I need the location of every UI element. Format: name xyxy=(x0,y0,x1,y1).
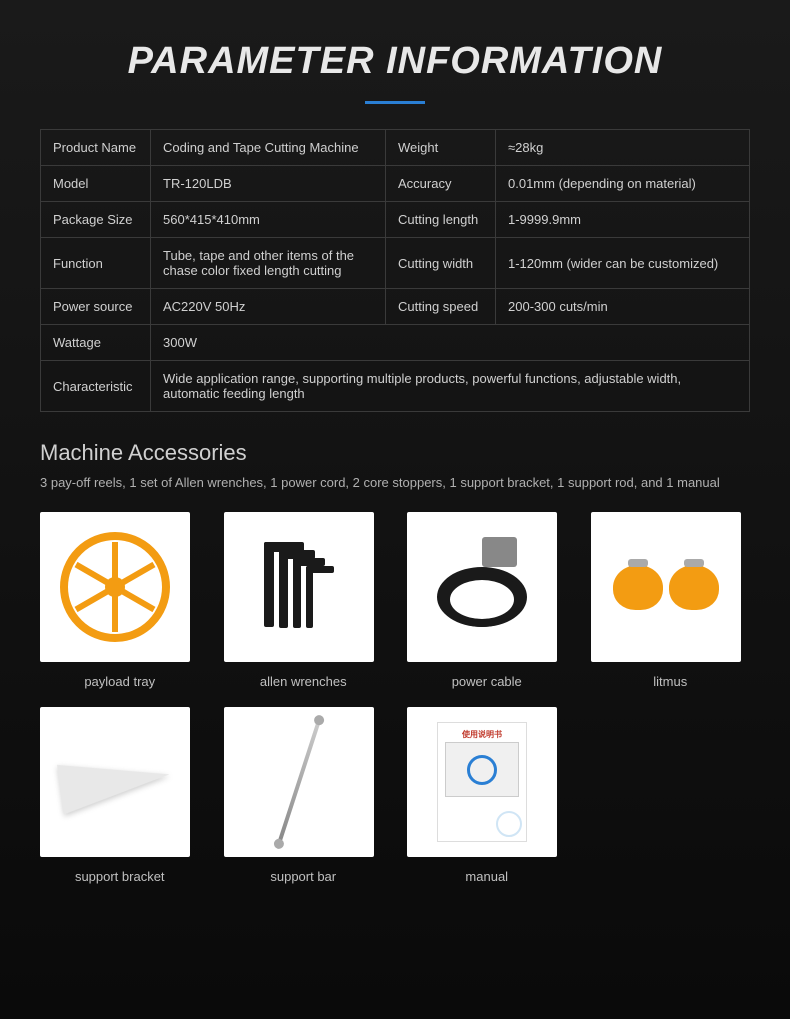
cell-value: TR-120LDB xyxy=(151,166,386,202)
cell-value: 560*415*410mm xyxy=(151,202,386,238)
cell-label: Cutting length xyxy=(386,202,496,238)
title-underline xyxy=(365,101,425,104)
cell-label: Wattage xyxy=(41,325,151,361)
table-row: Characteristic Wide application range, s… xyxy=(41,361,750,412)
support-bar-icon xyxy=(224,707,374,857)
accessory-item: allen wrenches xyxy=(224,512,384,689)
cell-label: Product Name xyxy=(41,130,151,166)
accessory-item: 使用说明书 manual xyxy=(407,707,567,884)
parameter-table: Product Name Coding and Tape Cutting Mac… xyxy=(40,129,750,412)
cell-label: Characteristic xyxy=(41,361,151,412)
table-row: Model TR-120LDB Accuracy 0.01mm (dependi… xyxy=(41,166,750,202)
cell-value: ≈28kg xyxy=(496,130,750,166)
table-row: Wattage 300W xyxy=(41,325,750,361)
table-row: Power source AC220V 50Hz Cutting speed 2… xyxy=(41,289,750,325)
cell-label: Weight xyxy=(386,130,496,166)
cell-value: 300W xyxy=(151,325,750,361)
cell-value: 1-9999.9mm xyxy=(496,202,750,238)
cell-label: Cutting speed xyxy=(386,289,496,325)
accessory-caption: support bracket xyxy=(40,869,200,884)
accessory-item: power cable xyxy=(407,512,567,689)
cell-label: Model xyxy=(41,166,151,202)
manual-icon: 使用说明书 xyxy=(407,707,557,857)
support-bracket-icon xyxy=(40,707,190,857)
cell-label: Function xyxy=(41,238,151,289)
accessory-caption: power cable xyxy=(407,674,567,689)
table-row: Product Name Coding and Tape Cutting Mac… xyxy=(41,130,750,166)
cell-value: Coding and Tape Cutting Machine xyxy=(151,130,386,166)
accessories-title: Machine Accessories xyxy=(40,440,750,466)
accessories-desc: 3 pay-off reels, 1 set of Allen wrenches… xyxy=(40,474,750,492)
cell-label: Cutting width xyxy=(386,238,496,289)
cell-value: Tube, tape and other items of the chase … xyxy=(151,238,386,289)
accessory-item: support bracket xyxy=(40,707,200,884)
cell-value: 200-300 cuts/min xyxy=(496,289,750,325)
cell-label: Package Size xyxy=(41,202,151,238)
accessory-caption: allen wrenches xyxy=(224,674,384,689)
accessories-grid: payload tray allen wrenches pow xyxy=(40,512,750,884)
accessory-caption: payload tray xyxy=(40,674,200,689)
cell-value: 1-120mm (wider can be customized) xyxy=(496,238,750,289)
table-row: Function Tube, tape and other items of t… xyxy=(41,238,750,289)
page-title: PARAMETER INFORMATION xyxy=(40,40,750,83)
cell-value: Wide application range, supporting multi… xyxy=(151,361,750,412)
manual-label: 使用说明书 xyxy=(462,729,502,740)
accessory-caption: support bar xyxy=(224,869,384,884)
cell-label: Accuracy xyxy=(386,166,496,202)
core-stoppers-icon xyxy=(591,512,741,662)
accessory-caption: manual xyxy=(407,869,567,884)
cell-value: AC220V 50Hz xyxy=(151,289,386,325)
cell-label: Power source xyxy=(41,289,151,325)
accessory-caption: litmus xyxy=(591,674,751,689)
table-row: Package Size 560*415*410mm Cutting lengt… xyxy=(41,202,750,238)
allen-wrenches-icon xyxy=(224,512,374,662)
accessory-item: litmus xyxy=(591,512,751,689)
payload-tray-icon xyxy=(40,512,190,662)
accessory-item: payload tray xyxy=(40,512,200,689)
accessory-item: support bar xyxy=(224,707,384,884)
cell-value: 0.01mm (depending on material) xyxy=(496,166,750,202)
power-cable-icon xyxy=(407,512,557,662)
